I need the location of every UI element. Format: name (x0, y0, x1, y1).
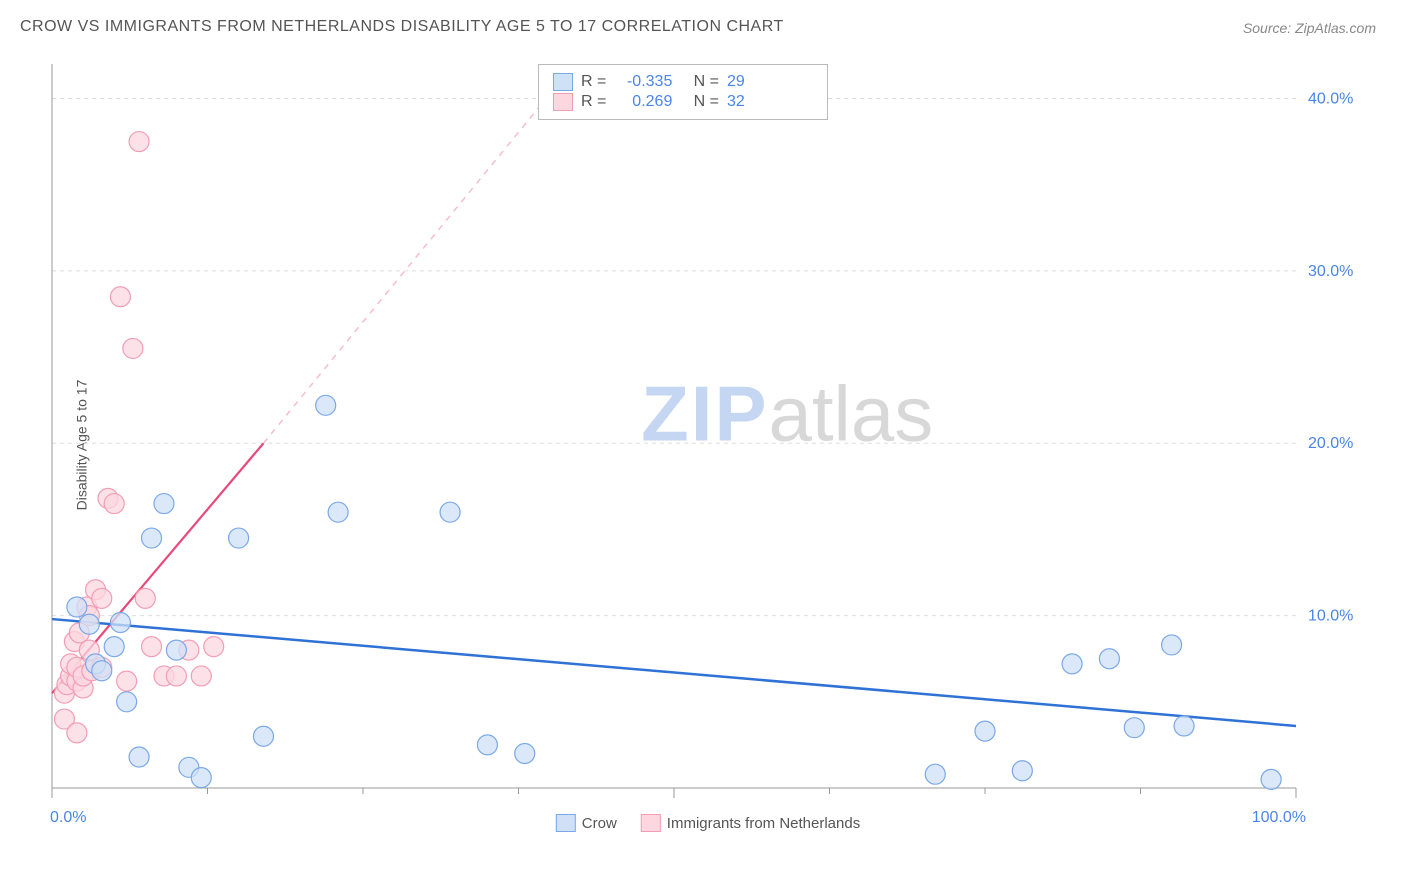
data-point (191, 768, 211, 788)
data-point (1099, 649, 1119, 669)
legend-swatch (553, 93, 573, 111)
data-point (117, 671, 137, 691)
y-tick-label: 30.0% (1308, 263, 1353, 280)
legend-swatch (556, 814, 576, 832)
legend-n-value: 29 (727, 73, 745, 91)
data-point (104, 637, 124, 657)
y-tick-label: 10.0% (1308, 608, 1353, 625)
x-tick-label: 100.0% (1252, 809, 1306, 826)
bottom-legend-item: Immigrants from Netherlands (641, 814, 860, 832)
legend-n-label: N = (680, 93, 719, 111)
data-point (253, 726, 273, 746)
chart-area: Disability Age 5 to 17 ZIPatlas 10.0%20.… (48, 60, 1368, 830)
legend-r-label: R = (581, 73, 606, 91)
data-point (142, 528, 162, 548)
data-point (67, 723, 87, 743)
data-point (154, 494, 174, 514)
bottom-legend-item: Crow (556, 814, 617, 832)
legend-r-value: 0.269 (614, 93, 672, 111)
source-attribution: Source: ZipAtlas.com (1243, 20, 1376, 36)
data-point (1012, 761, 1032, 781)
y-tick-label: 20.0% (1308, 435, 1353, 452)
data-point (1062, 654, 1082, 674)
data-point (67, 597, 87, 617)
data-point (166, 666, 186, 686)
trend-line-pink-dash (263, 64, 574, 443)
stats-legend-row: R = 0.269 N = 32 (553, 93, 813, 111)
data-point (925, 764, 945, 784)
scatter-plot-svg: 10.0% 20.0% 30.0% 40.0% 0.0% 100.0% (48, 60, 1368, 830)
legend-swatch (553, 73, 573, 91)
data-point (975, 721, 995, 741)
data-point (92, 588, 112, 608)
data-point (142, 637, 162, 657)
data-point (110, 287, 130, 307)
x-tick-label: 0.0% (50, 809, 86, 826)
data-point (129, 132, 149, 152)
trend-line-blue (52, 619, 1296, 726)
legend-r-label: R = (581, 93, 606, 111)
data-point (316, 395, 336, 415)
data-point (328, 502, 348, 522)
legend-label: Crow (582, 815, 617, 832)
data-point (79, 614, 99, 634)
data-point (229, 528, 249, 548)
data-point (117, 692, 137, 712)
legend-n-label: N = (680, 73, 719, 91)
stats-legend: R = -0.335 N = 29R = 0.269 N = 32 (538, 64, 828, 120)
legend-label: Immigrants from Netherlands (667, 815, 860, 832)
data-point (204, 637, 224, 657)
y-tick-label: 40.0% (1308, 90, 1353, 107)
data-point (1124, 718, 1144, 738)
legend-r-value: -0.335 (614, 73, 672, 91)
bottom-legend: Crow Immigrants from Netherlands (556, 814, 860, 832)
data-point (440, 502, 460, 522)
data-point (129, 747, 149, 767)
data-point (123, 338, 143, 358)
legend-swatch (641, 814, 661, 832)
data-point (515, 744, 535, 764)
data-point (92, 661, 112, 681)
data-point (1174, 716, 1194, 736)
stats-legend-row: R = -0.335 N = 29 (553, 73, 813, 91)
data-point (166, 640, 186, 660)
data-point (110, 613, 130, 633)
data-point (135, 588, 155, 608)
data-point (477, 735, 497, 755)
legend-n-value: 32 (727, 93, 745, 111)
data-point (1162, 635, 1182, 655)
chart-title: CROW VS IMMIGRANTS FROM NETHERLANDS DISA… (20, 18, 784, 36)
data-point (191, 666, 211, 686)
data-point (104, 494, 124, 514)
data-point (1261, 769, 1281, 789)
